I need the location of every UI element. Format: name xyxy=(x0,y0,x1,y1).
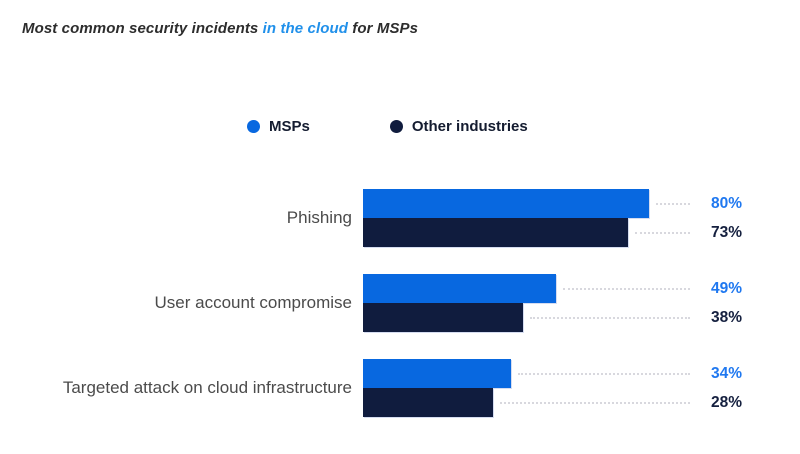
leader-dotted-line xyxy=(530,316,690,319)
msps-bar-2 xyxy=(363,359,511,388)
other-industries-bar-2 xyxy=(363,388,493,417)
other-industries-legend-dot-icon xyxy=(389,120,403,133)
bar-group: Phishing 80% 73% xyxy=(0,189,800,247)
legend-label-msps: MSPs xyxy=(269,118,310,135)
msps-bar-1 xyxy=(363,274,556,303)
value-label: 28% xyxy=(710,393,742,411)
value-label: 34% xyxy=(710,364,742,382)
leader-dotted-line xyxy=(635,231,690,234)
leader-dotted-line xyxy=(563,287,690,290)
bar-pair: 34% 28% xyxy=(363,359,742,417)
bar-row: 38% xyxy=(363,303,742,332)
value-label: 80% xyxy=(710,194,742,212)
value-label: 38% xyxy=(710,308,742,326)
legend-label-other-industries: Other industries xyxy=(411,118,528,135)
bar-group: Targeted attack on cloud infrastructure … xyxy=(0,359,800,417)
bar-pair: 80% 73% xyxy=(363,189,742,247)
value-label: 73% xyxy=(710,223,742,241)
leader-dotted-line xyxy=(500,401,690,404)
chart-title: Most common security incidents in the cl… xyxy=(22,20,418,37)
bar-row: 80% xyxy=(363,189,742,218)
msps-legend-dot-icon xyxy=(247,120,260,133)
other-industries-bar-1 xyxy=(363,303,523,332)
chart-title-prefix: Most common security incidents xyxy=(22,20,263,37)
bar-row: 73% xyxy=(363,218,742,247)
category-label: User account compromise xyxy=(154,293,352,312)
bar-row: 34% xyxy=(363,359,742,388)
chart-title-highlight: in the cloud xyxy=(262,20,349,37)
legend-item-msps: MSPs xyxy=(247,118,310,135)
value-label: 49% xyxy=(710,279,742,297)
chart-title-suffix: for MSPs xyxy=(348,20,419,37)
bar-pair: 49% 38% xyxy=(363,274,742,332)
msps-bar-0 xyxy=(363,189,649,218)
category-label: Phishing xyxy=(286,208,352,227)
bar-row: 28% xyxy=(363,388,742,417)
legend-item-other-industries: Other industries xyxy=(389,118,528,135)
bar-group: User account compromise 49% 38% xyxy=(0,274,800,332)
leader-dotted-line xyxy=(518,372,690,375)
chart-legend: MSPs Other industries xyxy=(247,118,528,135)
leader-dotted-line xyxy=(656,202,690,205)
bar-chart: Phishing 80% 73% User account compromise… xyxy=(0,189,800,444)
other-industries-bar-0 xyxy=(363,218,628,247)
category-label: Targeted attack on cloud infrastructure xyxy=(62,378,352,397)
bar-row: 49% xyxy=(363,274,742,303)
